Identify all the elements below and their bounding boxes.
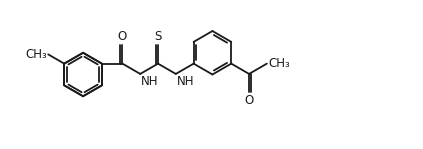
Text: CH₃: CH₃ xyxy=(25,48,47,61)
Text: CH₃: CH₃ xyxy=(269,57,290,70)
Text: NH: NH xyxy=(177,75,194,88)
Text: S: S xyxy=(154,30,162,43)
Text: O: O xyxy=(118,30,127,43)
Text: O: O xyxy=(244,94,254,107)
Text: NH: NH xyxy=(141,75,159,88)
